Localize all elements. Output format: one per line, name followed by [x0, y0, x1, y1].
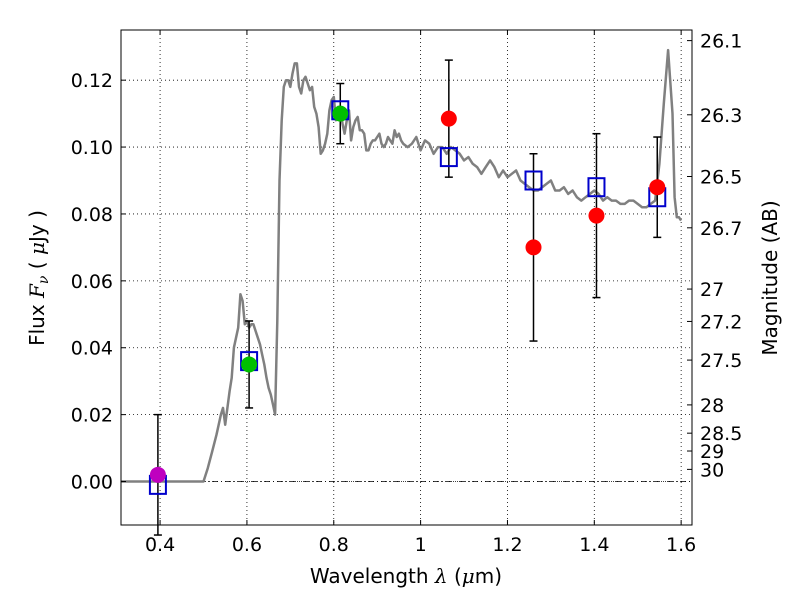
- y-axis-label-prefix: Flux: [25, 304, 49, 346]
- y2-tick-label: 27.5: [700, 350, 742, 372]
- x-tick-label: 1: [415, 534, 427, 556]
- y2-axis-label: Magnitude (AB): [758, 200, 782, 355]
- observed-point: [241, 356, 258, 373]
- y-axis-label-unit-rest: Jy ): [25, 210, 49, 244]
- observed-point: [332, 105, 349, 122]
- grid-layer: [121, 30, 692, 525]
- model-band-square: [524, 170, 543, 191]
- y2-tick-label: 28: [700, 395, 724, 417]
- observed-point: [525, 239, 542, 256]
- y2-tick-label: 27: [700, 279, 724, 301]
- y2-tick-label: 28.5: [700, 423, 742, 445]
- y-axis-label-symbol: F: [25, 283, 49, 299]
- observed-point: [649, 179, 666, 196]
- y-axis-label: Flux Fν ( μJy ): [25, 210, 53, 346]
- y2-tick-label: 29: [700, 441, 724, 463]
- observed-point: [149, 466, 166, 483]
- points-layer: [148, 59, 667, 536]
- x-tick-label: 1.4: [579, 534, 609, 556]
- x-axis-label-unit-mu: μ: [462, 564, 475, 588]
- y2-tick-label: 26.7: [700, 218, 742, 240]
- model-band-square: [587, 177, 606, 198]
- x-tick-label: 0.4: [145, 534, 175, 556]
- observed-point: [440, 110, 457, 127]
- y-tick-label: 0.12: [71, 70, 113, 92]
- y-axis-label-unit-open: (: [25, 261, 49, 269]
- y2-tick-label: 26.5: [700, 166, 742, 188]
- x-axis-label-symbol: λ: [434, 564, 448, 588]
- y2-tick-label: 26.1: [700, 31, 742, 53]
- x-tick-label: 0.6: [232, 534, 262, 556]
- y-tick-label: 0.04: [71, 338, 113, 360]
- x-tick-label: 0.8: [319, 534, 349, 556]
- x-tick-label: 1.6: [666, 534, 696, 556]
- y2-tick-label: 26.3: [700, 105, 742, 127]
- x-axis-label: Wavelength λ (μm): [310, 564, 502, 588]
- x-axis-label-prefix: Wavelength: [310, 564, 429, 588]
- model-spectrum-line: [121, 48, 683, 483]
- y2-tick-label: 30: [700, 459, 724, 481]
- y-axis-label-unit-mu: μ: [25, 242, 49, 255]
- plot-frame: [120, 29, 693, 526]
- observed-point: [588, 207, 605, 224]
- x-tick-label: 1.2: [492, 534, 522, 556]
- y-tick-label: 0.00: [71, 472, 113, 494]
- model-band-square: [439, 147, 458, 168]
- x-axis-label-unit-open: (: [454, 564, 462, 588]
- x-axis-label-unit-rest: m): [475, 564, 502, 588]
- y-tick-label: 0.06: [71, 271, 113, 293]
- y-tick-label: 0.02: [71, 405, 113, 427]
- y2-tick-label: 27.2: [700, 311, 742, 333]
- ticks-layer: 0.4 0.6 0.8 1 1.2 1.4 1.6 0.00 0.02 0.04 0.06 0.08 0…: [71, 30, 742, 556]
- model-layer: [121, 48, 683, 483]
- y-tick-label: 0.08: [71, 204, 113, 226]
- y-axis-label-sub: ν: [36, 275, 52, 284]
- y-tick-label: 0.10: [71, 137, 113, 159]
